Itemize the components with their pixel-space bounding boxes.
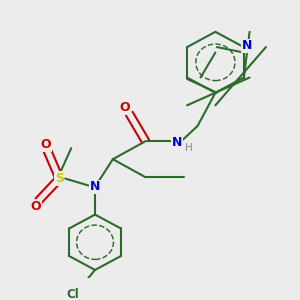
- Text: S: S: [55, 172, 64, 185]
- Text: O: O: [41, 138, 51, 151]
- Text: O: O: [30, 200, 41, 213]
- Text: Cl: Cl: [66, 288, 79, 300]
- Text: H: H: [185, 143, 193, 153]
- Text: N: N: [172, 136, 182, 149]
- Text: O: O: [119, 101, 130, 115]
- Text: N: N: [242, 39, 252, 52]
- Text: N: N: [90, 180, 100, 194]
